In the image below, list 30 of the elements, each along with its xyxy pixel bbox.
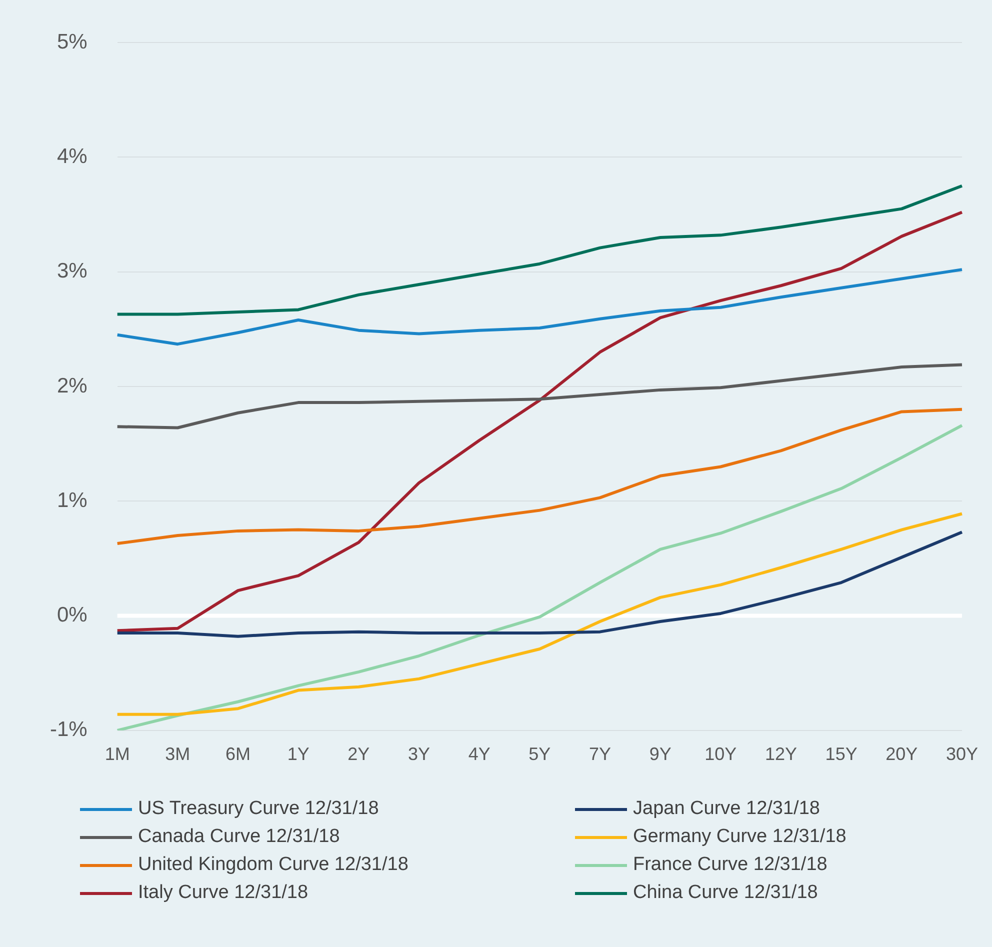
x-tick-label: 3M [165,744,190,764]
x-tick-label: 4Y [468,744,490,764]
y-tick-label: 2% [56,374,88,398]
x-tick-label: 10Y [704,744,737,764]
x-tick-label: 3Y [408,744,430,764]
y-tick-label: 3% [56,260,88,283]
x-tick-label: 1M [104,744,130,764]
x-tick-label: 7Y [588,744,612,764]
x-tick-label: 6M [226,744,251,764]
legend-label: Italy Curve 12/31/18 [138,882,308,904]
y-tick-label: 4% [56,145,88,168]
legend-label: Germany Curve 12/31/18 [633,826,846,848]
legend-label: Japan Curve 12/31/18 [633,798,820,820]
x-tick-label: 30Y [946,744,978,764]
y-tick-label: 5% [56,30,88,54]
legend-label: China Curve 12/31/18 [633,882,818,904]
x-tick-label: 9Y [649,744,672,764]
legend-label: United Kingdom Curve 12/31/18 [138,854,408,876]
x-tick-label: 20Y [886,744,918,764]
x-tick-label: 2Y [348,744,370,764]
x-tick-label: 15Y [825,744,858,764]
legend-label: Canada Curve 12/31/18 [138,826,340,848]
y-tick-label: 0% [56,604,88,627]
x-tick-label: 12Y [764,744,798,764]
y-tick-label: -1% [50,718,88,742]
legend-label: France Curve 12/31/18 [633,854,828,876]
x-tick-label: 5Y [528,744,551,764]
legend-label: US Treasury Curve 12/31/18 [138,798,379,820]
y-tick-label: 1% [56,488,88,512]
x-tick-label: 1Y [287,744,310,764]
